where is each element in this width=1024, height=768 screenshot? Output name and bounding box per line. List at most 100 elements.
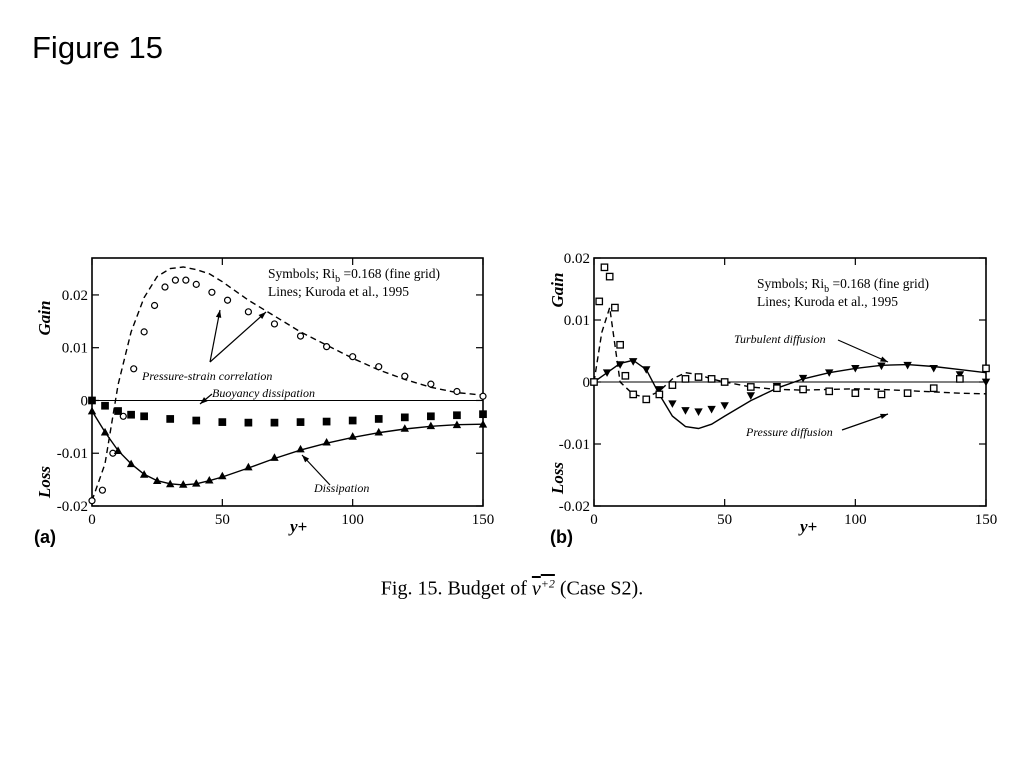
series-triangles [87, 406, 488, 488]
legend-symbols: Symbols; Rib =0.168 (fine grid) [757, 276, 929, 295]
annotation-arrowhead [200, 397, 208, 404]
data-point-circle [208, 288, 216, 296]
y-tick-label: -0.01 [559, 437, 590, 453]
x-tick-label: 50 [717, 512, 732, 528]
data-point-triangle [179, 480, 188, 488]
y-tick-label: 0.02 [62, 288, 88, 304]
y-tick-label: 0 [81, 393, 89, 409]
data-point-square [140, 412, 148, 421]
series-dashed [91, 266, 484, 501]
x-tick-label: 100 [844, 512, 867, 528]
data-point-square [479, 410, 487, 419]
data-point-triangle [296, 444, 305, 453]
data-point-square [655, 390, 664, 399]
data-point-square [296, 418, 305, 426]
data-point-triangle [322, 437, 331, 446]
y-axis-label-gain: Gain [35, 301, 54, 336]
data-point-triangle [981, 378, 991, 387]
annotation-arrowhead [880, 413, 888, 420]
data-point-triangle [400, 424, 409, 432]
caption-sup: +2 [540, 576, 555, 590]
data-point-square [694, 373, 703, 381]
data-point-circle [296, 332, 305, 340]
x-tick-label: 100 [341, 512, 364, 528]
data-point-triangle [270, 453, 279, 461]
caption-suffix: (Case S2). [559, 577, 644, 600]
x-tick-label: 50 [215, 512, 230, 528]
data-point-circle [375, 363, 383, 371]
data-point-triangle [205, 475, 214, 484]
annotation-arrow [837, 339, 889, 363]
data-point-triangle [903, 361, 912, 370]
data-point-triangle [452, 420, 462, 429]
data-point-square [127, 410, 135, 419]
data-point-circle [140, 328, 148, 336]
data-point-circle [323, 343, 331, 351]
data-point-triangle [629, 358, 638, 366]
data-point-circle [88, 497, 96, 505]
y-tick-label: -0.02 [559, 499, 590, 515]
data-point-square [244, 418, 253, 427]
data-point-square [605, 272, 614, 281]
data-point-square [600, 263, 609, 272]
data-point-square [114, 407, 122, 415]
data-point-square [982, 364, 990, 373]
y-tick-label: -0.01 [57, 446, 88, 462]
data-point-circle [98, 486, 107, 494]
data-point-triangle [113, 446, 123, 454]
data-point-square [101, 401, 109, 410]
data-point-circle [453, 387, 461, 396]
y-tick-label: 0.01 [62, 341, 88, 357]
data-point-circle [270, 320, 279, 328]
data-point-square [746, 383, 755, 391]
data-point-square [616, 340, 624, 349]
data-point-square [166, 415, 175, 423]
y-axis-label-gain: Gain [548, 273, 567, 308]
data-point-triangle [602, 369, 612, 377]
x-axis-label: y+ [798, 517, 817, 536]
annotation-label: Pressure-strain correlation [141, 369, 272, 383]
series-line [593, 359, 987, 430]
caption-variable: v+2 [531, 576, 555, 600]
data-point-triangle [720, 402, 729, 410]
data-point-square [590, 378, 598, 386]
legend-lines: Lines; Kuroda et al., 1995 [757, 294, 898, 309]
caption-var: v [531, 577, 541, 600]
data-point-triangle [694, 408, 703, 416]
data-point-square [956, 375, 964, 383]
data-point-triangle [851, 365, 860, 373]
data-point-square [595, 297, 604, 306]
data-point-square [400, 413, 409, 422]
data-point-square [218, 418, 227, 426]
legend-symbols: Symbols; Rib =0.168 (fine grid) [268, 266, 440, 285]
data-point-triangle [87, 406, 97, 415]
data-point-triangle [746, 392, 755, 400]
data-point-triangle [192, 479, 201, 487]
data-point-square [374, 415, 383, 423]
data-point-circle [171, 276, 180, 284]
data-point-square [88, 396, 96, 405]
data-point-triangle [126, 459, 136, 468]
data-point-square [453, 411, 461, 420]
series-dashed [593, 307, 987, 399]
caption-prefix: Fig. 15. Budget of [380, 577, 527, 600]
data-point-square [621, 371, 630, 380]
slide-title: Figure 15 [32, 30, 163, 65]
data-point-circle [427, 380, 435, 388]
figure-caption: Fig. 15. Budget of v+2 (Case S2). [0, 576, 1024, 601]
annotation-arrow [209, 309, 221, 363]
annotation-arrow [841, 413, 889, 431]
series-line [593, 307, 987, 399]
y-axis-label-loss: Loss [548, 462, 567, 496]
data-point-square [929, 384, 938, 393]
x-tick-label: 150 [472, 512, 495, 528]
data-point-square [851, 389, 860, 398]
data-point-triangle [655, 386, 664, 394]
data-point-circle [150, 301, 159, 310]
y-tick-label: -0.02 [57, 499, 88, 515]
y-tick-label: 0.01 [564, 313, 590, 329]
y-tick-label: 0.02 [564, 251, 590, 267]
data-point-triangle [955, 371, 965, 379]
annotation-arrowhead [880, 356, 888, 362]
